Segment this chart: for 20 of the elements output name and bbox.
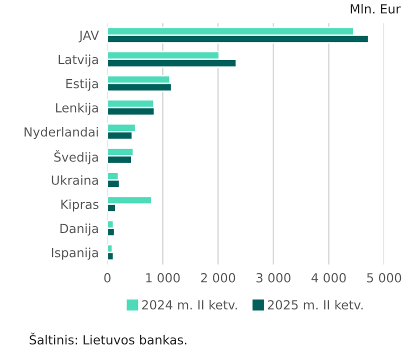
y-tick-label: Lenkija	[56, 102, 98, 115]
y-tick-label: Latvija	[58, 54, 98, 67]
y-tick-label: Ispanija	[52, 248, 98, 260]
y-tick-label: Kipras	[61, 199, 98, 212]
y-tick-label: Danija	[60, 224, 98, 236]
x-tick-label: 0	[104, 273, 111, 282]
text: Šaltinis: Lietuvos bankas.	[30, 332, 186, 345]
y-tick-label: Švedija	[54, 150, 98, 164]
y-tick-label: Nyderlandai	[24, 126, 98, 140]
y-tick-label: Estija	[66, 78, 98, 91]
x-tick-label: 4 000	[311, 273, 346, 282]
x-tick-label: 3 000	[256, 273, 290, 282]
x-tick-label: 5 000	[367, 273, 402, 282]
x-axis-title: Mln. Eur	[350, 4, 401, 14]
y-tick-label: Ukraina	[52, 175, 98, 185]
y-tick-label: JAV	[78, 30, 99, 42]
x-tick-label: 1 000	[146, 273, 180, 282]
legend-label: 2025 m. II ketv.	[268, 300, 363, 310]
legend-label: 2024 m. II ketv.	[142, 300, 237, 310]
x-tick-label: 2 000	[201, 273, 236, 282]
